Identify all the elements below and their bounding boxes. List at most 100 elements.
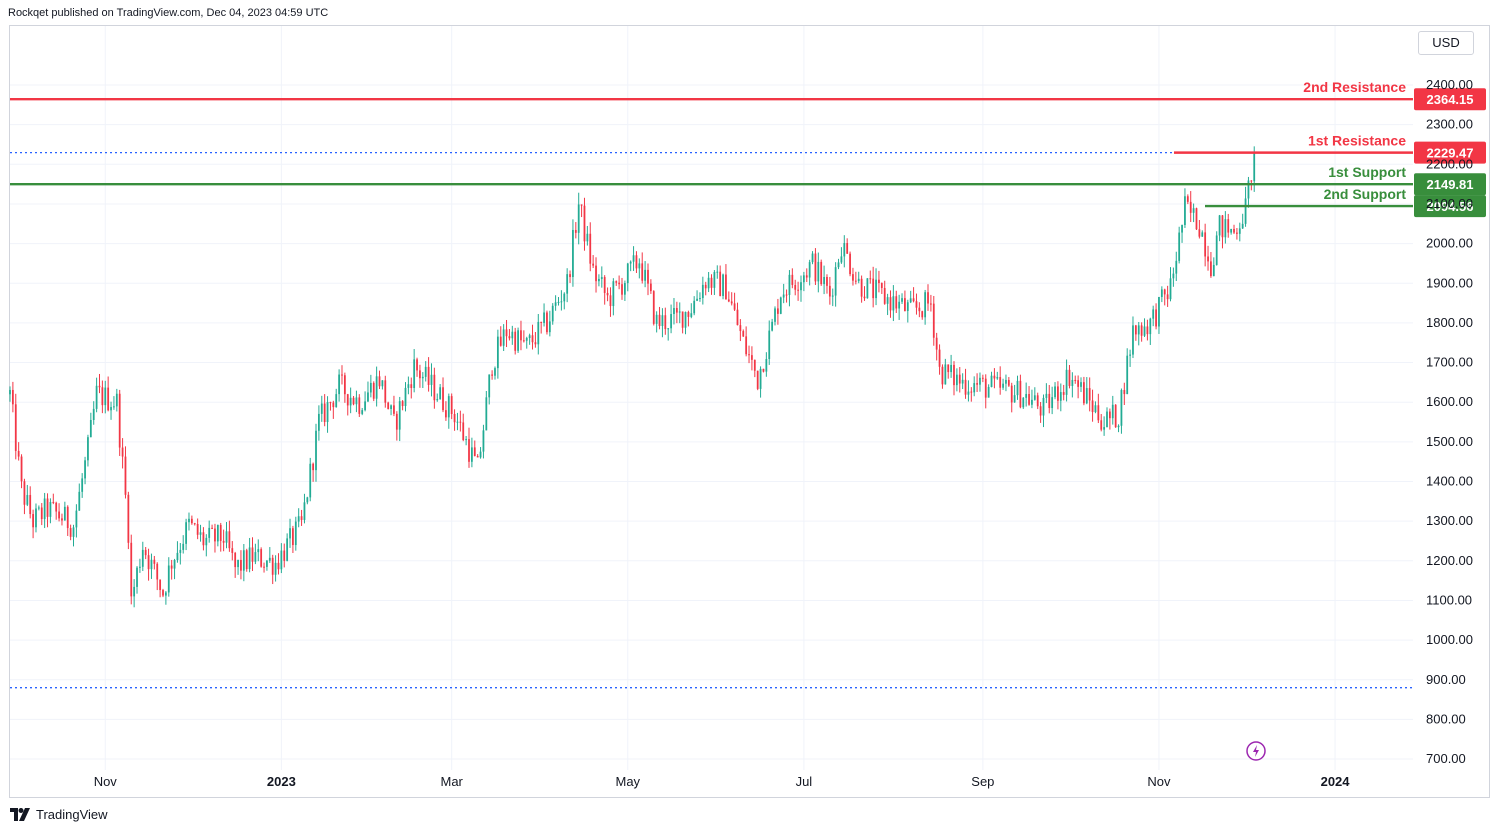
- candle-body: [802, 275, 805, 283]
- candle-body: [1039, 406, 1042, 416]
- candle: [1155, 303, 1157, 330]
- candle-body: [1233, 228, 1235, 233]
- candle: [190, 515, 193, 525]
- candle: [193, 522, 196, 526]
- candle-body: [395, 413, 398, 430]
- candle: [393, 395, 395, 417]
- candle: [551, 303, 554, 325]
- candle: [854, 271, 857, 285]
- candle: [1057, 381, 1059, 410]
- candle: [130, 534, 133, 605]
- candle-body: [1181, 224, 1183, 233]
- candle: [1083, 376, 1085, 406]
- candle-body: [765, 359, 768, 372]
- candle-body: [1028, 393, 1030, 405]
- candle-body: [1158, 296, 1160, 327]
- candle-body: [1143, 326, 1146, 336]
- candle-body: [89, 420, 92, 438]
- candle-body: [932, 303, 935, 338]
- candle-body: [427, 366, 430, 385]
- candle: [745, 326, 748, 357]
- candle: [1062, 384, 1065, 401]
- candle: [872, 266, 875, 308]
- candle-body: [289, 528, 291, 539]
- candle-body: [880, 283, 883, 288]
- candle: [205, 534, 208, 557]
- candle: [624, 280, 626, 301]
- candle: [113, 396, 115, 410]
- candle-body: [632, 255, 635, 262]
- candle-body: [869, 278, 872, 280]
- candle-body: [156, 563, 159, 580]
- candle: [84, 456, 86, 485]
- candle: [87, 434, 89, 467]
- grid-layer: [10, 26, 1413, 770]
- candle: [1059, 383, 1062, 412]
- candle: [976, 373, 978, 392]
- candle: [499, 326, 502, 347]
- candle: [1204, 223, 1207, 267]
- candle: [817, 252, 820, 293]
- candle: [528, 333, 531, 345]
- candle: [266, 559, 268, 571]
- candle: [664, 307, 667, 335]
- candle: [450, 393, 453, 420]
- candle: [687, 310, 690, 327]
- candle-body: [742, 331, 745, 337]
- candle: [23, 478, 26, 515]
- candle: [427, 357, 430, 392]
- candle: [263, 562, 265, 573]
- candle-body: [46, 498, 49, 517]
- candle: [104, 380, 107, 414]
- y-tick-label: 1400.00: [1426, 474, 1473, 489]
- candle-body: [1227, 219, 1230, 233]
- candle-body: [771, 321, 774, 331]
- candle: [502, 324, 505, 352]
- candle-body: [193, 523, 196, 525]
- candle: [1169, 267, 1172, 302]
- candle-body: [1097, 405, 1100, 421]
- candle: [837, 258, 840, 270]
- candle: [823, 265, 825, 295]
- candle-body: [854, 280, 857, 282]
- candle: [1227, 213, 1230, 238]
- candle: [898, 294, 901, 320]
- candle: [326, 396, 329, 433]
- candle-body: [918, 307, 921, 312]
- candle: [1036, 392, 1039, 410]
- candle: [906, 299, 909, 323]
- candle: [748, 345, 750, 364]
- candle-body: [727, 299, 730, 302]
- candle-body: [1065, 369, 1068, 395]
- candle-body: [1005, 379, 1007, 384]
- candle: [895, 290, 898, 313]
- candle-body: [889, 297, 892, 311]
- candle-body: [753, 359, 756, 371]
- candle: [944, 358, 947, 385]
- tradingview-brand[interactable]: TradingView: [10, 807, 108, 822]
- candle: [185, 518, 187, 551]
- candle: [1192, 203, 1195, 223]
- currency-button[interactable]: USD: [1418, 31, 1474, 55]
- candle: [1094, 401, 1097, 414]
- candle: [1007, 377, 1010, 387]
- candle: [260, 547, 263, 568]
- candle: [1238, 222, 1241, 242]
- candle: [312, 462, 315, 482]
- candle: [447, 393, 450, 429]
- candle-body: [730, 301, 733, 304]
- candle: [1077, 375, 1080, 399]
- candle: [395, 411, 398, 441]
- candle: [592, 255, 595, 269]
- candle-body: [872, 278, 875, 299]
- candle: [274, 555, 277, 582]
- candle: [1108, 408, 1111, 430]
- candle-body: [384, 380, 387, 403]
- candle: [179, 542, 182, 565]
- lightning-icon[interactable]: [1246, 741, 1266, 761]
- candle-body: [990, 375, 993, 387]
- candle: [557, 297, 560, 306]
- candle-body: [1108, 411, 1111, 419]
- candle-body: [167, 565, 170, 593]
